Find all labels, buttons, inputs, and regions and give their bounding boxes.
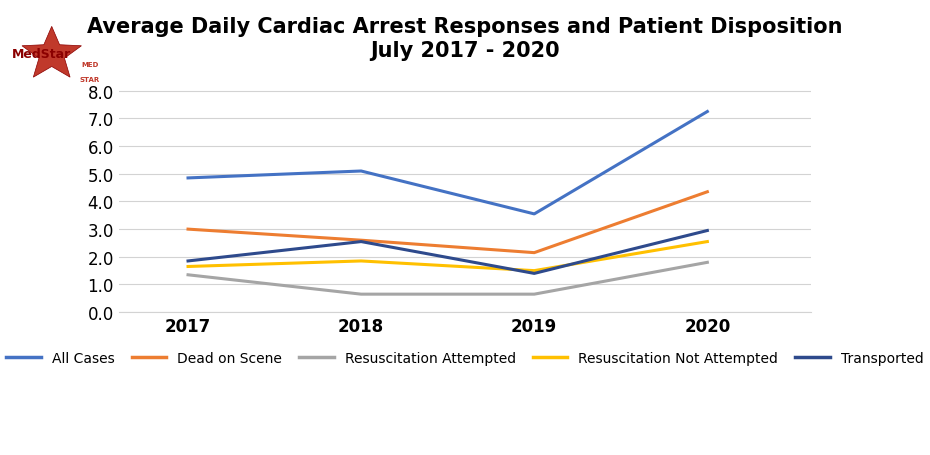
Text: MedStar: MedStar — [12, 48, 72, 61]
Legend: All Cases, Dead on Scene, Resuscitation Attempted, Resuscitation Not Attempted, : All Cases, Dead on Scene, Resuscitation … — [1, 345, 929, 370]
Title: Average Daily Cardiac Arrest Responses and Patient Disposition
July 2017 - 2020: Average Daily Cardiac Arrest Responses a… — [87, 17, 843, 61]
Text: MED: MED — [81, 62, 99, 68]
Polygon shape — [22, 27, 82, 78]
Text: STAR: STAR — [80, 76, 100, 82]
